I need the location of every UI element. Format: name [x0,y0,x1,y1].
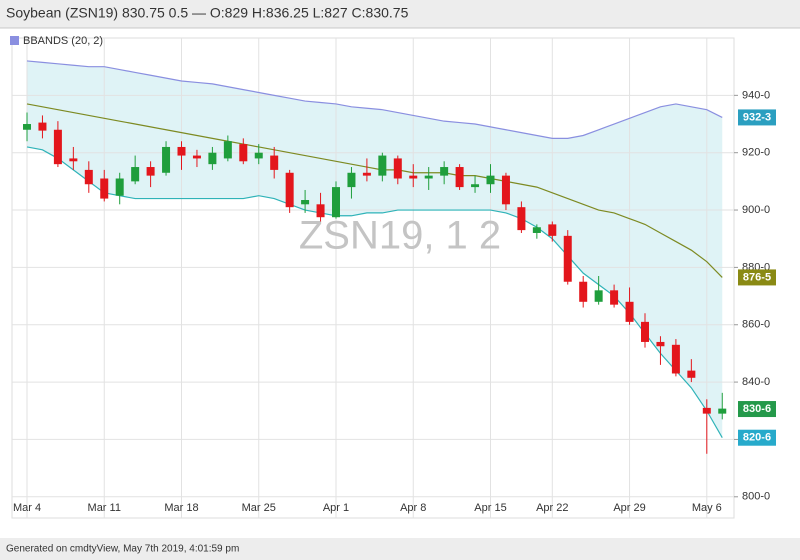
candle-body [378,155,387,176]
candle-body [656,341,665,347]
candle-body [501,175,510,205]
candle-body [332,187,340,218]
price-tag [738,429,776,446]
candle-body [38,122,47,131]
price-tag [738,269,776,286]
price-tag-label: 820-6 [743,432,771,444]
candle-body [471,184,480,188]
y-tick-label: 900-0 [742,204,770,216]
x-tick-label: Mar 11 [88,502,121,514]
candle-body [316,204,325,218]
candle-body [455,167,464,188]
candle-body [625,301,634,322]
candle-body [162,146,171,173]
candle-body [687,370,696,378]
candle-body [285,172,294,208]
price-tag [738,401,776,418]
footer: Generated on cmdtyView, May 7th 2019, 4:… [6,544,239,555]
band-middle [26,103,723,278]
candle-body [192,155,201,159]
candle-body [223,141,232,159]
candle-body [594,290,603,302]
candle-body [270,155,279,170]
candle-body [301,200,310,205]
x-tick-label: Apr 15 [474,502,506,514]
y-tick-label: 800-0 [742,491,770,503]
candle-body [579,281,588,302]
legend-label: BBANDS (20, 2) [23,35,103,47]
band-upper [26,60,723,139]
x-tick-label: Mar 18 [164,502,198,514]
candle-body [23,124,31,130]
y-tick-label: 860-0 [742,319,770,331]
candle-body [239,144,248,162]
x-tick-label: Mar 25 [242,502,276,514]
price-tag [738,109,776,126]
title-bar [0,0,800,28]
candle-body [718,408,727,414]
candle-body [641,321,649,342]
candle-body [69,158,78,162]
candle-body [177,146,186,156]
candle-body [146,167,155,176]
candle-body [53,129,62,165]
candle-body [362,172,371,176]
candle-body [115,178,124,196]
candle-body [532,227,541,233]
legend-swatch [10,36,19,45]
candle-body [440,167,449,176]
footer-bar [0,538,800,560]
price-tag-label: 830-6 [743,403,771,415]
y-tick-label: 920-0 [742,147,770,159]
candle-body [347,172,356,188]
candle-body [486,175,495,185]
candle-body [393,158,402,179]
candle-body [548,224,557,236]
candle-body [100,178,109,199]
price-tag-label: 932-3 [743,111,771,123]
candle-body [610,290,619,305]
watermark: ZSN19, 1 2 [299,214,501,258]
candle-body [563,235,572,282]
candle-body [702,407,711,414]
candle-body [517,207,526,231]
x-tick-label: Mar 4 [13,502,41,514]
candle-body [254,152,263,159]
x-tick-label: Apr 1 [323,502,349,514]
candle-body [84,169,93,185]
x-tick-label: May 6 [692,502,722,514]
x-tick-label: Apr 22 [536,502,568,514]
band-lower [26,146,723,439]
y-tick-label: 840-0 [742,376,770,388]
band-fill [27,60,723,438]
price-tag-label: 876-5 [743,271,771,283]
candle-body [671,344,680,374]
y-tick-label: 940-0 [742,89,770,101]
candle-body [409,175,418,179]
candle-body [131,167,140,182]
x-tick-label: Apr 29 [613,502,645,514]
candle-body [208,152,217,165]
candle-body [424,175,433,179]
x-tick-label: Apr 8 [400,502,426,514]
chart-title: Soybean (ZSN19) 830.75 0.5 — O:829 H:836… [6,5,409,21]
